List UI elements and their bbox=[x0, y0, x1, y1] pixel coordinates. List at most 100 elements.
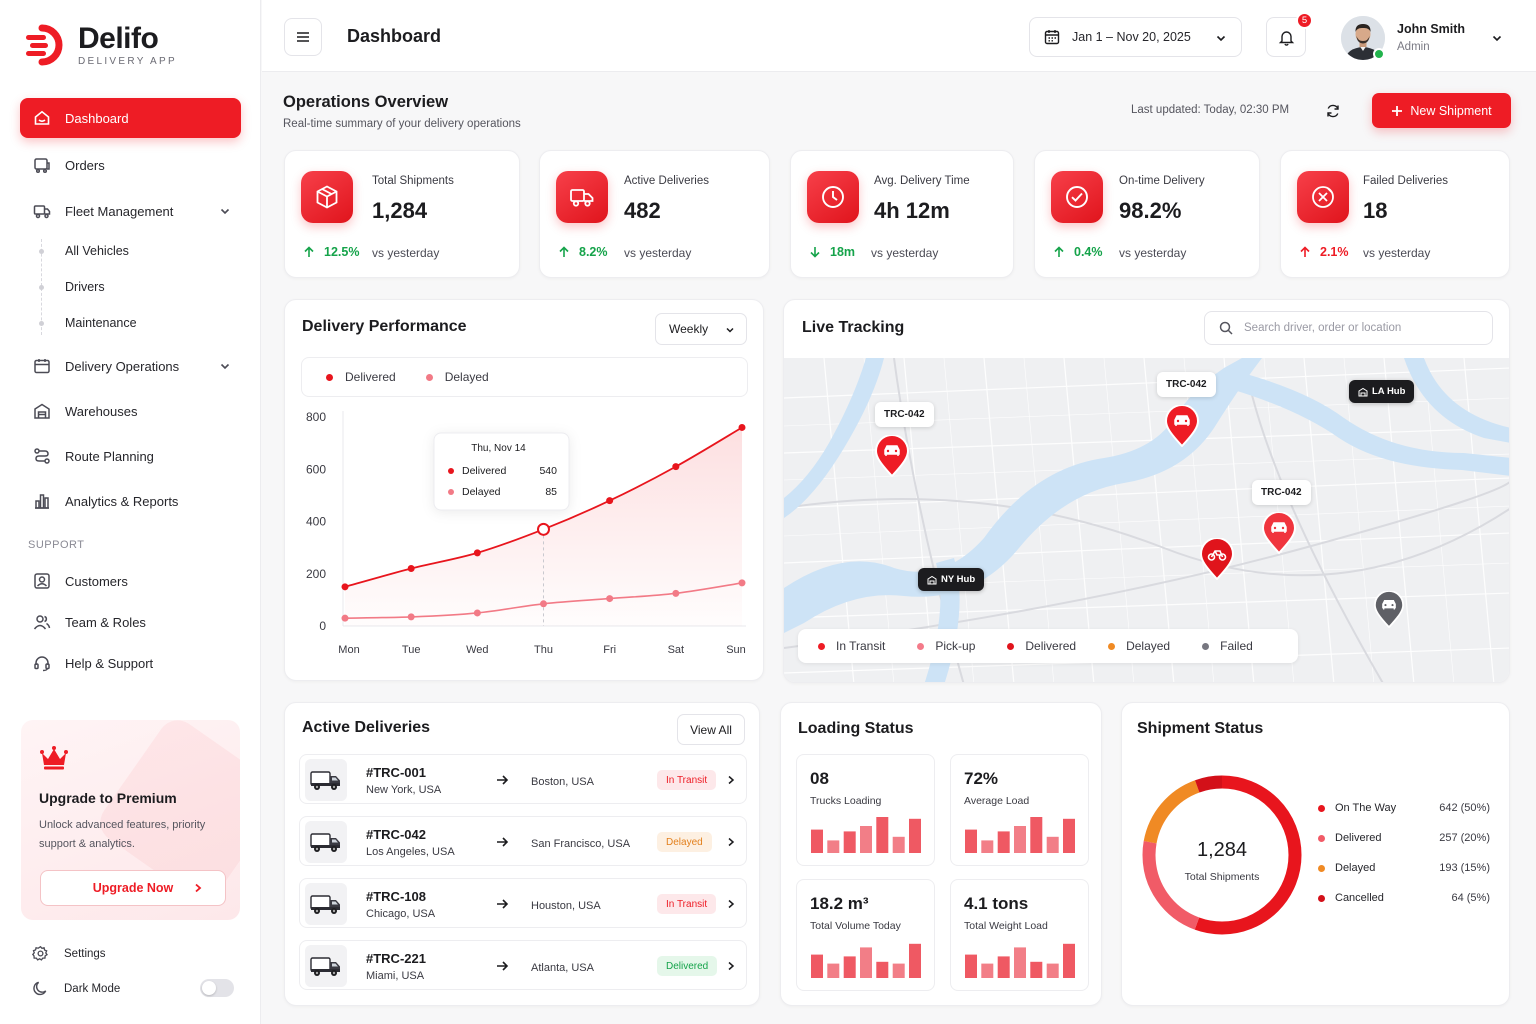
failed-vehicle-pin[interactable] bbox=[1374, 591, 1404, 628]
table-row[interactable]: #TRC-108 Chicago, USA Houston, USA In Trans… bbox=[299, 878, 747, 928]
tooltip-label-delayed: Delayed bbox=[462, 486, 501, 498]
sidebar-item-dashboard[interactable]: Dashboard bbox=[20, 98, 241, 138]
sidebar-item-label: Delivery Operations bbox=[65, 358, 180, 374]
failed-box-icon bbox=[1312, 186, 1334, 208]
table-row[interactable]: #TRC-001 New York, USA Boston, USA In Trans… bbox=[299, 754, 747, 804]
chevron-right-icon[interactable] bbox=[726, 775, 736, 785]
upgrade-now-button[interactable]: Upgrade Now bbox=[40, 870, 226, 906]
map-legend-item[interactable]: In Transit bbox=[818, 639, 885, 653]
tracking-map[interactable]: TRC-042 TRC-042 LA Hub TRC-042 NY Hub In… bbox=[784, 358, 1509, 682]
box-icon bbox=[316, 185, 338, 209]
table-row[interactable]: #TRC-221 Miami, USA Atlanta, USA Delivered bbox=[299, 940, 747, 990]
sidebar-item-route-planning[interactable]: Route Planning bbox=[20, 436, 241, 476]
sidebar-item-help-support[interactable]: Help & Support bbox=[20, 643, 241, 683]
sidebar-item-analytics-reports[interactable]: Analytics & Reports bbox=[20, 481, 241, 521]
notifications-button[interactable] bbox=[1266, 17, 1306, 57]
chevron-right-icon[interactable] bbox=[726, 899, 736, 909]
app-logo[interactable]: Delifo DELIVERY APP bbox=[24, 22, 177, 68]
vehicle-pin[interactable] bbox=[1262, 512, 1296, 554]
status-legend-item[interactable]: Cancelled 64 (5%) bbox=[1318, 892, 1490, 904]
donut-segment[interactable] bbox=[1142, 775, 1302, 935]
hub-label-la[interactable]: LA Hub bbox=[1349, 380, 1415, 403]
new-shipment-button[interactable]: New Shipment bbox=[1372, 93, 1511, 128]
legend-item-delivered[interactable]: Delivered bbox=[326, 370, 396, 384]
map-legend-item[interactable]: Delivered bbox=[1007, 639, 1076, 653]
stat-card-failed-deliveries: Failed Deliveries 18 2.1% vs yesterday bbox=[1280, 150, 1510, 278]
sidebar-item-warehouses[interactable]: Warehouses bbox=[20, 391, 241, 431]
delivered-point-highlight bbox=[537, 522, 550, 536]
chevron-down-icon bbox=[1216, 35, 1226, 42]
x-tick-label: Sat bbox=[668, 644, 685, 656]
dark-mode-toggle[interactable] bbox=[200, 979, 234, 997]
chevron-down-icon[interactable] bbox=[219, 360, 231, 372]
stat-card-on-time-delivery: On-time Delivery 98.2% 0.4% vs yesterday bbox=[1034, 150, 1260, 278]
status-legend-item[interactable]: Delivered 257 (20%) bbox=[1318, 832, 1490, 844]
delivery-id: #TRC-221 bbox=[366, 951, 426, 966]
stat-label: Total Shipments bbox=[372, 175, 454, 187]
calendar-icon bbox=[34, 359, 50, 374]
loading-stat-tile: 4.1 tons Total Weight Load bbox=[950, 879, 1089, 991]
sidebar-item-delivery-operations[interactable]: Delivery Operations bbox=[20, 346, 241, 386]
sidebar-item-orders[interactable]: Orders bbox=[20, 145, 241, 185]
sidebar-subitem-maintenance[interactable]: Maintenance bbox=[39, 305, 241, 341]
map-legend-item[interactable]: Pick-up bbox=[917, 639, 975, 653]
x-tick-label: Wed bbox=[466, 644, 488, 656]
chevron-right-icon[interactable] bbox=[726, 961, 736, 971]
period-select[interactable]: Weekly bbox=[655, 313, 747, 345]
vehicle-pin[interactable] bbox=[875, 435, 909, 477]
y-tick-label: 800 bbox=[306, 410, 326, 424]
avatar[interactable] bbox=[1341, 16, 1385, 60]
arrow-right-icon bbox=[497, 899, 509, 909]
arrow-up-icon bbox=[1054, 246, 1064, 257]
legend-label: Delayed bbox=[444, 370, 489, 384]
dark-mode-label: Dark Mode bbox=[64, 982, 121, 995]
chevron-down-icon[interactable] bbox=[1491, 32, 1503, 44]
table-row[interactable]: #TRC-042 Los Angeles, USA San Francisco, U… bbox=[299, 816, 747, 866]
hub-label-ny[interactable]: NY Hub bbox=[918, 568, 985, 591]
mini-bar bbox=[876, 961, 889, 978]
status-legend-item[interactable]: Delayed 193 (15%) bbox=[1318, 862, 1490, 874]
delivery-id: #TRC-108 bbox=[366, 889, 426, 904]
status-badge: In Transit bbox=[657, 770, 717, 790]
view-all-button[interactable]: View All bbox=[677, 714, 745, 745]
sidebar-item-fleet-management[interactable]: Fleet Management bbox=[20, 191, 241, 231]
last-updated-text: Last updated: Today, 02:30 PM bbox=[1131, 104, 1290, 116]
x-tick-label: Mon bbox=[338, 644, 359, 656]
map-legend-item[interactable]: Delayed bbox=[1108, 639, 1170, 653]
legend-item-delayed[interactable]: Delayed bbox=[425, 370, 489, 384]
legend-label: Pick-up bbox=[935, 639, 976, 653]
map-legend-item[interactable]: Failed bbox=[1202, 639, 1253, 653]
team-icon bbox=[33, 615, 51, 630]
stat-delta-value: 2.1% bbox=[1320, 245, 1349, 259]
fleet-submenu: All Vehicles Drivers Maintenance bbox=[39, 233, 241, 341]
tracking-search-input[interactable]: Search driver, order or location bbox=[1204, 311, 1493, 345]
sidebar-item-team-roles[interactable]: Team & Roles bbox=[20, 602, 241, 642]
sidebar-item-customers[interactable]: Customers bbox=[20, 561, 241, 601]
loading-stat-label: Trucks Loading bbox=[810, 795, 882, 807]
y-tick-label: 600 bbox=[306, 462, 326, 476]
sidebar-item-label: Fleet Management bbox=[65, 203, 174, 219]
status-badge: In Transit bbox=[657, 894, 717, 914]
mini-bar bbox=[827, 840, 840, 853]
refresh-button[interactable] bbox=[1315, 93, 1351, 129]
delayed-point bbox=[407, 613, 415, 621]
mini-bar bbox=[1014, 947, 1026, 978]
sidebar-subitem-drivers[interactable]: Drivers bbox=[39, 269, 241, 305]
bike-pin[interactable] bbox=[1200, 538, 1234, 580]
sidebar-subitem-all-vehicles[interactable]: All Vehicles bbox=[39, 233, 241, 269]
app-name: Delifo bbox=[78, 21, 159, 55]
chevron-down-icon[interactable] bbox=[219, 205, 231, 217]
menu-toggle-button[interactable] bbox=[284, 18, 322, 56]
settings-link[interactable]: Settings bbox=[32, 945, 237, 962]
status-legend-item[interactable]: On The Way 642 (50%) bbox=[1318, 802, 1490, 814]
date-range-picker[interactable]: Jan 1 – Nov 20, 2025 bbox=[1029, 17, 1242, 57]
mini-bar bbox=[909, 818, 921, 853]
delivered-point bbox=[473, 549, 481, 557]
chart-icon bbox=[35, 494, 49, 509]
vehicle-pin[interactable] bbox=[1165, 405, 1199, 447]
mini-bar bbox=[843, 831, 856, 853]
chevron-right-icon[interactable] bbox=[726, 837, 736, 847]
truck-thumbnail bbox=[305, 945, 347, 987]
donut-segment[interactable] bbox=[1142, 775, 1302, 935]
legend-label: Delivered bbox=[1025, 639, 1077, 653]
